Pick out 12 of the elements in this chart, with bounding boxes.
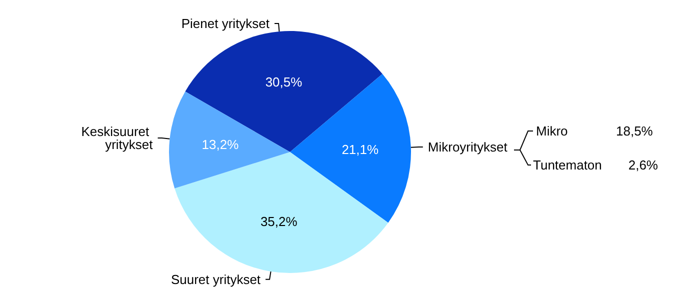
text: 18,5%	[616, 124, 654, 138]
data-label: 30,5%	[265, 74, 303, 90]
text: 2,6%	[628, 158, 658, 172]
text: Mikro	[536, 124, 568, 138]
slice-label: Pienet yritykset	[181, 16, 270, 32]
text: Tuntematon	[533, 158, 602, 172]
slice-label: Suuret yritykset	[170, 272, 261, 287]
slice-label: Keskisuuret yritykset	[81, 124, 154, 152]
data-label: 13,2%	[202, 136, 240, 152]
slice-label: Mikroyritykset	[428, 140, 508, 155]
data-label: 35,2%	[260, 214, 298, 229]
data-label: 21,1%	[342, 142, 379, 157]
